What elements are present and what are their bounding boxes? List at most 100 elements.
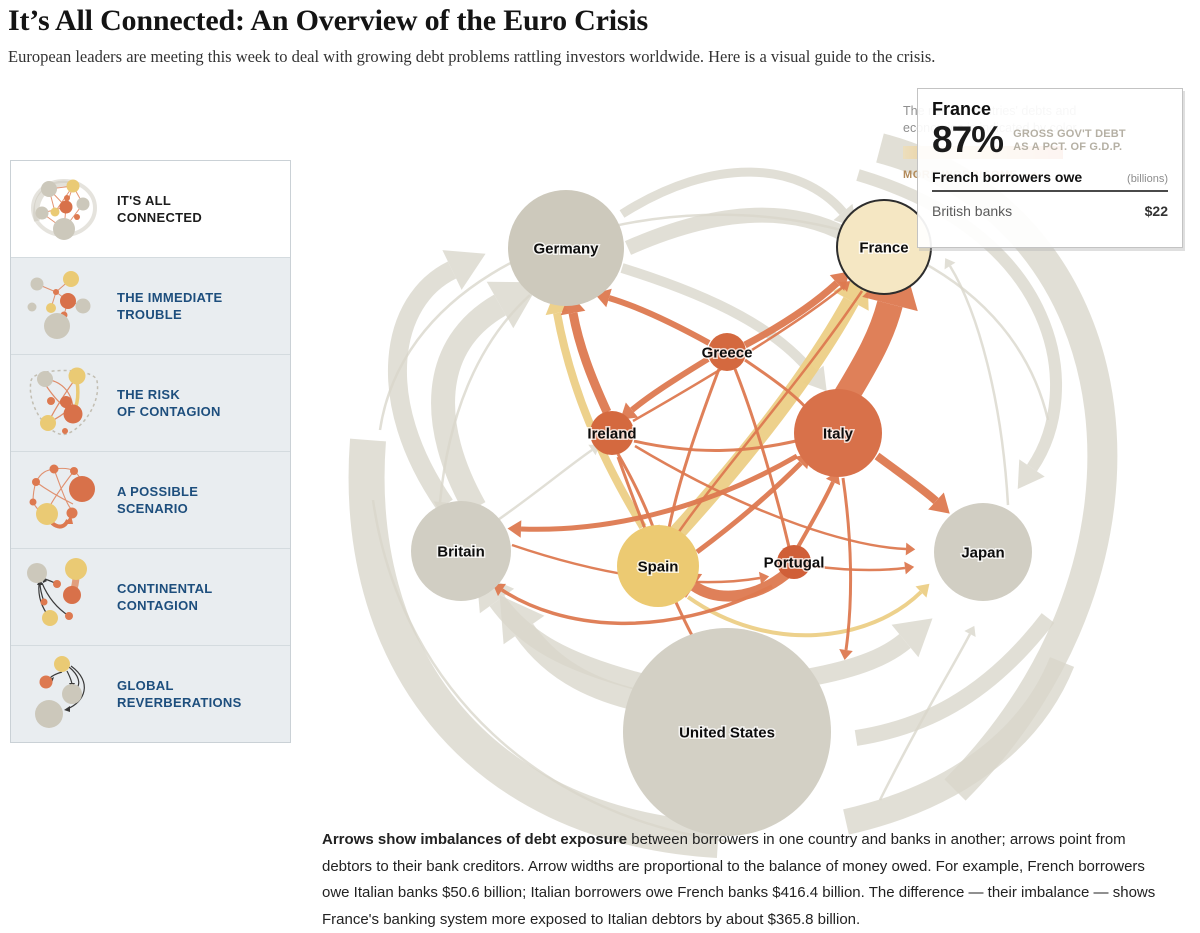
country-label-italy: Italy bbox=[823, 425, 854, 442]
debt-arrow bbox=[796, 481, 835, 548]
country-node-germany[interactable] bbox=[508, 190, 624, 306]
debt-arrowhead bbox=[1017, 459, 1045, 490]
debt-arrow bbox=[744, 358, 809, 410]
sidebar-item-label: IT'S ALL CONNECTED bbox=[117, 193, 203, 225]
debt-arrowhead bbox=[944, 258, 956, 270]
debt-arrow bbox=[733, 368, 791, 548]
country-node-greece[interactable] bbox=[708, 333, 746, 371]
country-label-united-states: United States bbox=[679, 724, 775, 741]
country-label-germany: Germany bbox=[533, 240, 599, 257]
debt-arrow bbox=[854, 613, 1055, 746]
country-label-spain: Spain bbox=[638, 558, 679, 575]
page-title: It’s All Connected: An Overview of the E… bbox=[8, 4, 648, 37]
debt-arrowhead bbox=[904, 561, 915, 575]
debt-arrow bbox=[553, 312, 647, 530]
country-node-ireland[interactable] bbox=[590, 411, 634, 455]
debt-arrow bbox=[520, 453, 799, 532]
debt-arrow bbox=[348, 438, 720, 858]
debt-arrow bbox=[695, 461, 803, 555]
sidebar-item-label: GLOBAL REVERBERATIONS bbox=[117, 678, 242, 710]
diagram-caption: Arrows show imbalances of debt exposure … bbox=[322, 827, 1170, 933]
debt-arrow bbox=[608, 295, 711, 346]
tooltip-country-name: France bbox=[932, 99, 992, 119]
debt-arrow bbox=[811, 564, 906, 572]
tooltip-bank-name: British banks bbox=[932, 203, 1013, 219]
sidebar-item-risk-of-contagion[interactable]: THE RISK OF CONTAGION bbox=[11, 355, 290, 452]
country-node-united-states[interactable] bbox=[623, 628, 831, 836]
sidebar-item-possible-scenario[interactable]: A POSSIBLE SCENARIO bbox=[11, 452, 290, 549]
debt-arrow bbox=[878, 633, 972, 801]
country-node-britain[interactable] bbox=[411, 501, 511, 601]
country-node-italy[interactable] bbox=[794, 389, 882, 477]
tooltip-owe-label: French borrowers owe bbox=[932, 169, 1083, 185]
debt-arrowhead bbox=[499, 595, 545, 645]
debt-arrow bbox=[620, 263, 817, 378]
caption-lead: Arrows show imbalances of debt exposure bbox=[322, 831, 628, 848]
country-node-portugal[interactable] bbox=[777, 545, 811, 579]
debt-arrowhead bbox=[964, 625, 976, 637]
debt-arrow bbox=[494, 448, 593, 524]
ring-possible-scenario-icon bbox=[11, 458, 117, 542]
debt-arrowhead bbox=[905, 542, 916, 556]
country-label-greece: Greece bbox=[702, 344, 753, 361]
tooltip-bank-row: British banks $22 bbox=[932, 203, 1168, 219]
debt-arrow bbox=[431, 294, 507, 514]
scatter-immediate-trouble-icon bbox=[11, 264, 117, 348]
debt-arrowhead bbox=[802, 365, 827, 392]
debt-arrowhead bbox=[492, 583, 507, 597]
sidebar-item-global-reverberations[interactable]: GLOBAL REVERBERATIONS bbox=[11, 646, 290, 742]
tooltip-debt-percent: 87% bbox=[932, 119, 1004, 160]
country-label-ireland: Ireland bbox=[587, 425, 636, 442]
debt-arrow bbox=[690, 569, 790, 602]
debt-arrow bbox=[667, 368, 721, 529]
country-label-japan: Japan bbox=[961, 544, 1004, 561]
debt-arrow bbox=[833, 300, 903, 405]
debt-arrow bbox=[841, 477, 853, 651]
debt-arrow bbox=[438, 294, 531, 503]
country-node-japan[interactable] bbox=[934, 503, 1032, 601]
sidebar-item-label: THE RISK OF CONTAGION bbox=[117, 387, 221, 419]
country-label-britain: Britain bbox=[437, 543, 485, 560]
debt-arrowhead bbox=[442, 250, 486, 290]
sidebar-item-its-all-connected[interactable]: IT'S ALL CONNECTED bbox=[11, 161, 290, 258]
debt-arrow bbox=[634, 444, 907, 551]
debt-arrow bbox=[874, 452, 939, 504]
sidebar-item-label: CONTINENTAL CONTAGION bbox=[117, 581, 213, 613]
debt-arrow bbox=[387, 261, 457, 511]
sidebar-item-continental-contagion[interactable]: CONTINENTAL CONTAGION bbox=[11, 549, 290, 646]
debt-arrow bbox=[843, 657, 1075, 835]
debt-arrowhead bbox=[507, 520, 522, 538]
page-subtitle: European leaders are meeting this week t… bbox=[8, 47, 936, 66]
tooltip-debt-caption: GROSS GOV'T DEBT AS A PCT. OF G.D.P. bbox=[1013, 128, 1126, 153]
tooltip-owe-units: (billions) bbox=[1127, 173, 1168, 185]
debt-network-diagram: Germany Britain Japan United States Spain Ita… bbox=[348, 133, 1118, 858]
debt-arrow bbox=[633, 439, 797, 452]
debt-arrowhead bbox=[486, 281, 540, 329]
debt-arrow bbox=[804, 633, 911, 687]
debt-arrowhead bbox=[838, 281, 851, 292]
country-label-france: France bbox=[859, 239, 908, 256]
cluster-risk-contagion-icon bbox=[11, 361, 117, 445]
tooltip-bank-amount: $22 bbox=[1144, 203, 1168, 219]
debt-arrowhead bbox=[891, 618, 933, 658]
debt-arrow bbox=[630, 356, 710, 413]
arcs-global-reverberations-icon bbox=[11, 652, 117, 736]
debt-arrowhead bbox=[928, 492, 950, 514]
debt-arrowhead bbox=[758, 571, 770, 585]
debt-arrow bbox=[743, 280, 840, 349]
debt-arrowhead bbox=[839, 649, 853, 661]
sidebar-item-label: THE IMMEDIATE TROUBLE bbox=[117, 290, 223, 322]
debt-arrow bbox=[624, 207, 850, 255]
debt-arrow bbox=[676, 290, 864, 534]
sidebar-item-immediate-trouble[interactable]: THE IMMEDIATE TROUBLE bbox=[11, 258, 290, 355]
debt-arrow bbox=[948, 265, 1010, 506]
country-node-spain[interactable] bbox=[617, 525, 699, 607]
debt-arrowhead bbox=[915, 583, 930, 598]
debt-arrow bbox=[686, 590, 923, 638]
country-tooltip: France 87% GROSS GOV'T DEBT AS A PCT. OF… bbox=[917, 88, 1183, 248]
debt-arrow bbox=[616, 453, 655, 528]
chapter-nav-sidebar: IT'S ALL CONNECTED THE IMMEDIATE TROUBLE bbox=[10, 160, 291, 743]
country-label-portugal: Portugal bbox=[764, 554, 825, 571]
tooltip-divider bbox=[932, 190, 1168, 192]
fan-continental-contagion-icon bbox=[11, 555, 117, 639]
